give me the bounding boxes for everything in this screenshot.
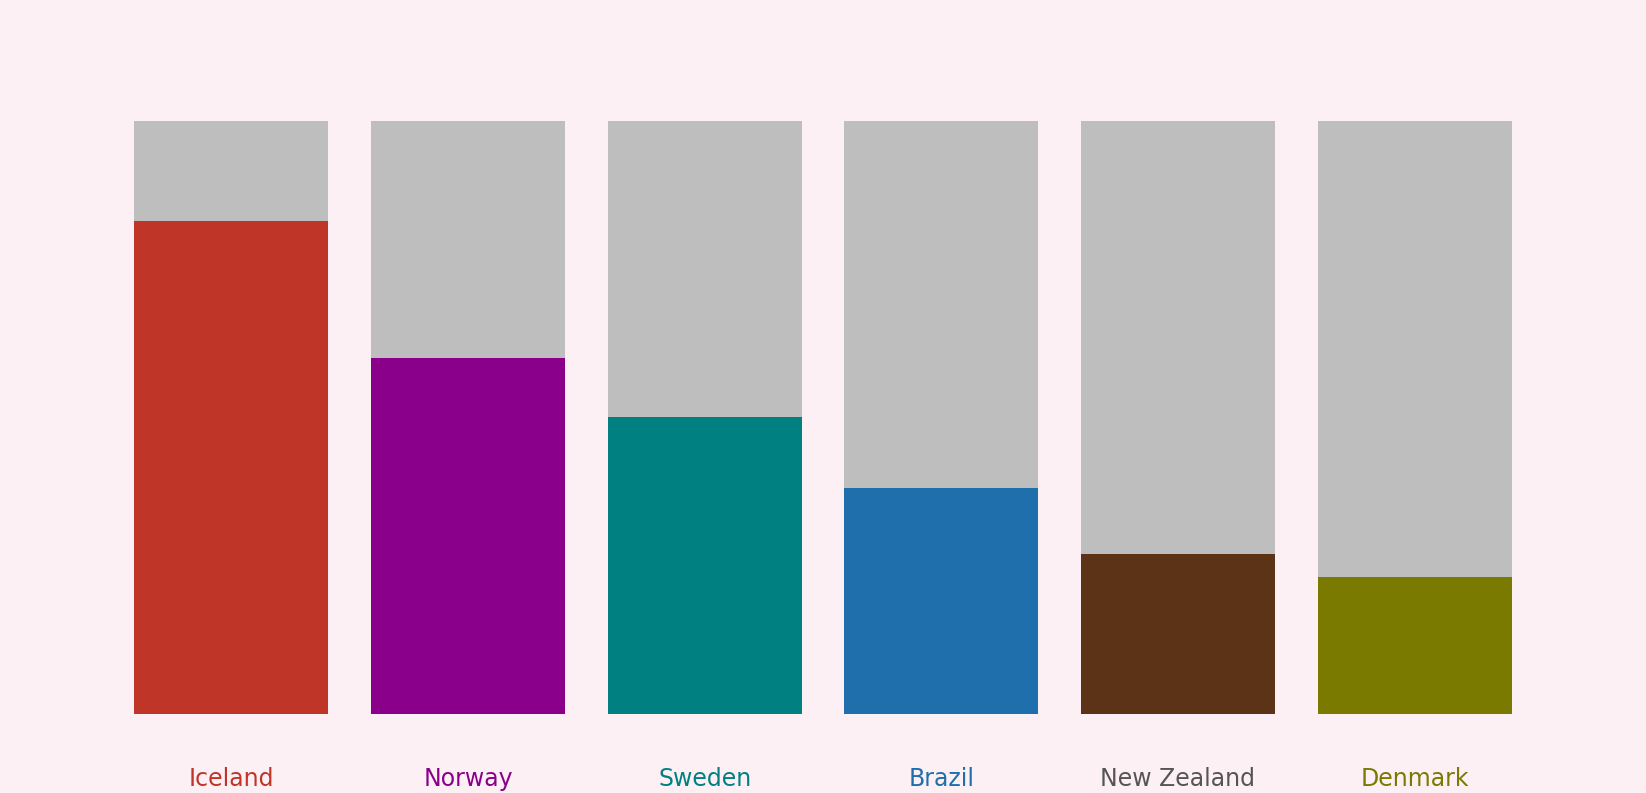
Bar <box>370 358 565 714</box>
Bar <box>607 121 802 714</box>
Bar <box>1081 121 1276 714</box>
Text: Brazil: Brazil <box>909 767 974 791</box>
Bar <box>1317 577 1511 714</box>
Text: Denmark: Denmark <box>1360 767 1468 791</box>
Text: Sweden: Sweden <box>658 767 751 791</box>
Text: Iceland: Iceland <box>189 767 275 791</box>
Bar <box>135 121 329 714</box>
Bar <box>1317 121 1511 714</box>
Text: Norway: Norway <box>423 767 514 791</box>
Bar <box>1081 554 1276 714</box>
Bar <box>844 488 1039 714</box>
Bar <box>607 417 802 714</box>
Text: New Zealand: New Zealand <box>1101 767 1256 791</box>
Bar <box>844 121 1039 714</box>
Bar <box>370 121 565 714</box>
Bar <box>135 221 329 714</box>
